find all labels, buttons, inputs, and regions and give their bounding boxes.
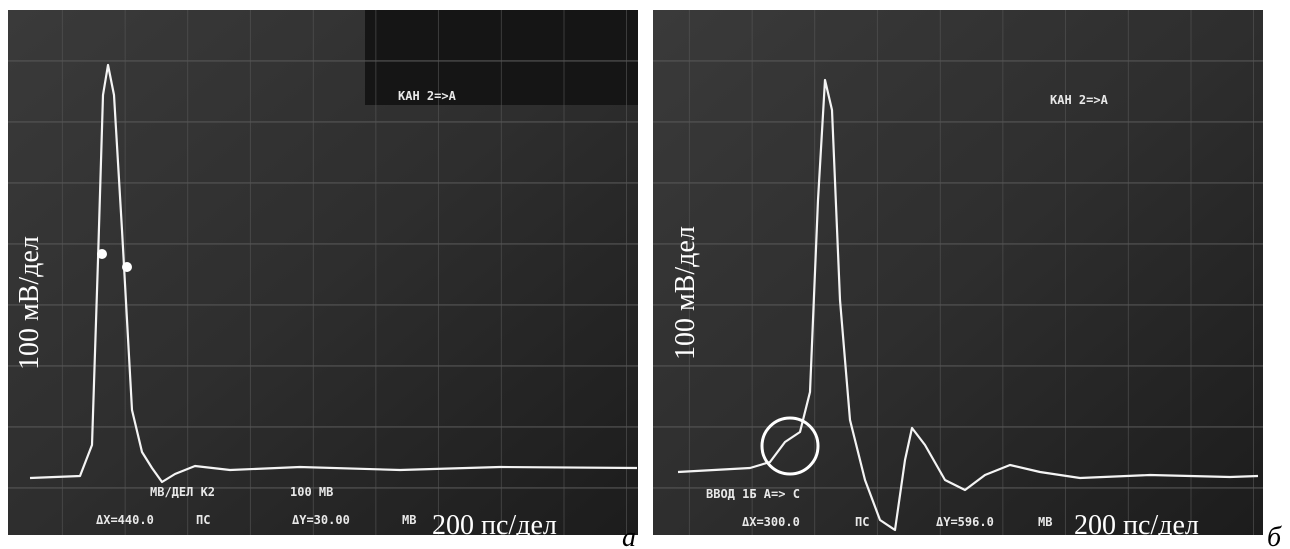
osd-text: 100 МВ	[290, 485, 333, 499]
cursor	[122, 262, 132, 272]
y-scale: 100 мВ/дел	[670, 226, 701, 360]
grid	[8, 10, 638, 535]
channel: КАН 2=>А	[398, 89, 457, 103]
osd-text: МВ/ДЕЛ К2	[150, 485, 215, 499]
panel-b: КАН 2=>А ВВОД 1Б А=> С ΔX=300.0 ПС ΔY=59…	[653, 10, 1263, 541]
highlight	[760, 416, 820, 476]
osd-unit: ПС	[855, 515, 869, 529]
osd-dy: ΔY=596.0	[936, 515, 994, 529]
osd-dy: ΔY=30.00	[292, 513, 350, 527]
osd-text: ВВОД 1Б А=> С	[706, 487, 800, 501]
osd-unit: ПС	[196, 513, 210, 527]
panel-letter: б	[1267, 522, 1282, 549]
panel-letter: а	[622, 522, 636, 549]
x-scale: 200 пс/дел	[432, 510, 557, 541]
trace	[29, 63, 638, 484]
osd-dx: ΔX=440.0	[96, 513, 154, 527]
cursor	[97, 249, 107, 259]
channel: КАН 2=>А	[1050, 93, 1109, 107]
panel-a: КАН 2=>А МВ/ДЕЛ К2 100 МВ ΔX=440.0 ПС ΔY…	[8, 10, 638, 541]
grid	[653, 10, 1263, 535]
trace	[677, 78, 1259, 532]
x-scale: 200 пс/дел	[1074, 510, 1199, 541]
osd-unit: МВ	[1038, 515, 1052, 529]
osd-dx: ΔX=300.0	[742, 515, 800, 529]
osd-unit: МВ	[402, 513, 416, 527]
y-scale: 100 мВ/дел	[14, 236, 45, 370]
